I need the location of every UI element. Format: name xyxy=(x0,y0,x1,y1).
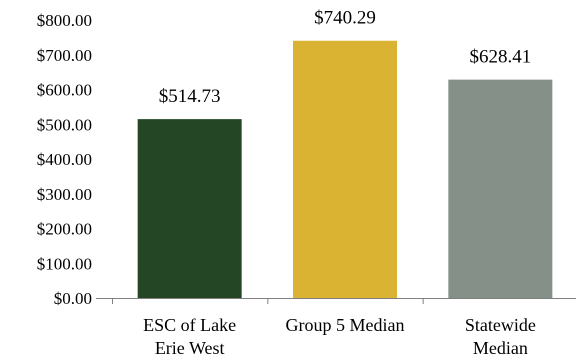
y-tick-label: $700.00 xyxy=(37,46,92,65)
y-tick-label: $300.00 xyxy=(37,185,92,204)
y-tick-label: $200.00 xyxy=(37,220,92,239)
data-label: $740.29 xyxy=(314,8,376,29)
y-axis-ticks: $0.00 $100.00 $200.00 $300.00 $400.00 $500.00… xyxy=(37,11,92,308)
bar xyxy=(137,119,242,299)
x-axis-ticks xyxy=(112,298,424,304)
data-label: $514.73 xyxy=(159,86,221,107)
bar xyxy=(293,40,397,298)
category-label: Median xyxy=(473,338,528,358)
category-label: ESC of Lake xyxy=(143,315,236,335)
data-label: $628.41 xyxy=(469,47,531,68)
y-tick-label: $800.00 xyxy=(37,11,92,30)
y-tick-label: $100.00 xyxy=(37,254,92,273)
y-tick-label: $400.00 xyxy=(37,150,92,169)
category-labels: ESC of Lake Erie West Group 5 Median Statew… xyxy=(143,315,536,358)
y-tick-label: $600.00 xyxy=(37,81,92,100)
bars xyxy=(137,40,553,299)
category-label: Statewide xyxy=(465,315,536,335)
category-label: Group 5 Median xyxy=(286,315,405,335)
data-labels: $514.73 $740.29 $628.41 xyxy=(159,8,531,107)
y-tick-label: $0.00 xyxy=(54,289,92,308)
bar xyxy=(448,79,553,298)
y-tick-label: $500.00 xyxy=(37,115,92,134)
category-label: Erie West xyxy=(155,338,225,358)
